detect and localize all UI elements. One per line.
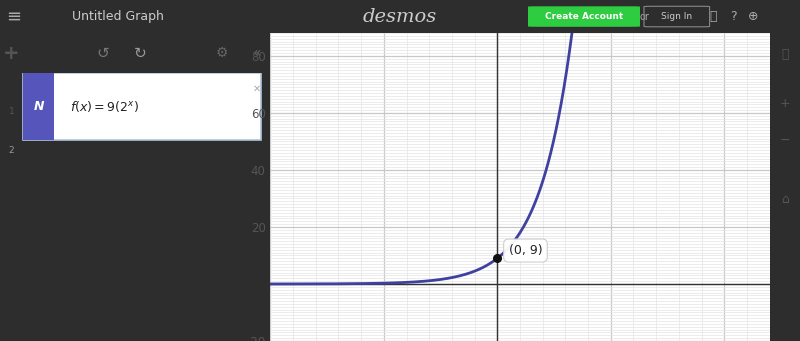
Text: +: + bbox=[779, 98, 790, 110]
Text: Create Account: Create Account bbox=[545, 12, 623, 21]
Text: N: N bbox=[34, 100, 44, 114]
Text: 🔧: 🔧 bbox=[781, 48, 789, 61]
FancyBboxPatch shape bbox=[528, 6, 640, 27]
Text: −: − bbox=[779, 134, 790, 147]
FancyBboxPatch shape bbox=[23, 73, 261, 140]
Text: desmos: desmos bbox=[363, 8, 437, 26]
Text: 1: 1 bbox=[9, 107, 14, 116]
Text: (0, 9): (0, 9) bbox=[509, 244, 542, 257]
Text: «: « bbox=[253, 46, 261, 60]
Text: ⤴: ⤴ bbox=[710, 10, 718, 23]
Text: ⌂: ⌂ bbox=[781, 193, 789, 206]
Text: ✕: ✕ bbox=[253, 84, 261, 94]
Text: Sign In: Sign In bbox=[662, 12, 692, 21]
Text: ↻: ↻ bbox=[134, 46, 147, 61]
Bar bbox=[23, 73, 54, 140]
Text: ?: ? bbox=[730, 10, 737, 23]
Text: or: or bbox=[639, 12, 649, 21]
Text: ≡: ≡ bbox=[6, 8, 21, 26]
Text: 2: 2 bbox=[9, 146, 14, 155]
Text: ↺: ↺ bbox=[96, 46, 109, 61]
Text: Untitled Graph: Untitled Graph bbox=[72, 10, 164, 23]
Text: ⊕: ⊕ bbox=[748, 10, 759, 23]
Text: ⚙: ⚙ bbox=[215, 46, 228, 60]
Text: +: + bbox=[2, 44, 19, 63]
Text: $f(x) = 9(2^x)$: $f(x) = 9(2^x)$ bbox=[70, 100, 139, 114]
